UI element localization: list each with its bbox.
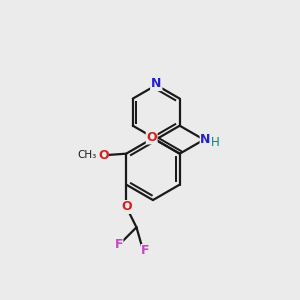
Text: O: O <box>122 200 132 214</box>
Text: O: O <box>146 131 157 144</box>
Text: F: F <box>115 238 123 251</box>
Text: F: F <box>141 244 150 257</box>
Text: N: N <box>200 133 211 146</box>
Text: H: H <box>211 136 220 148</box>
Text: O: O <box>98 149 109 162</box>
Text: N: N <box>151 77 161 90</box>
Text: CH₃: CH₃ <box>78 150 97 160</box>
